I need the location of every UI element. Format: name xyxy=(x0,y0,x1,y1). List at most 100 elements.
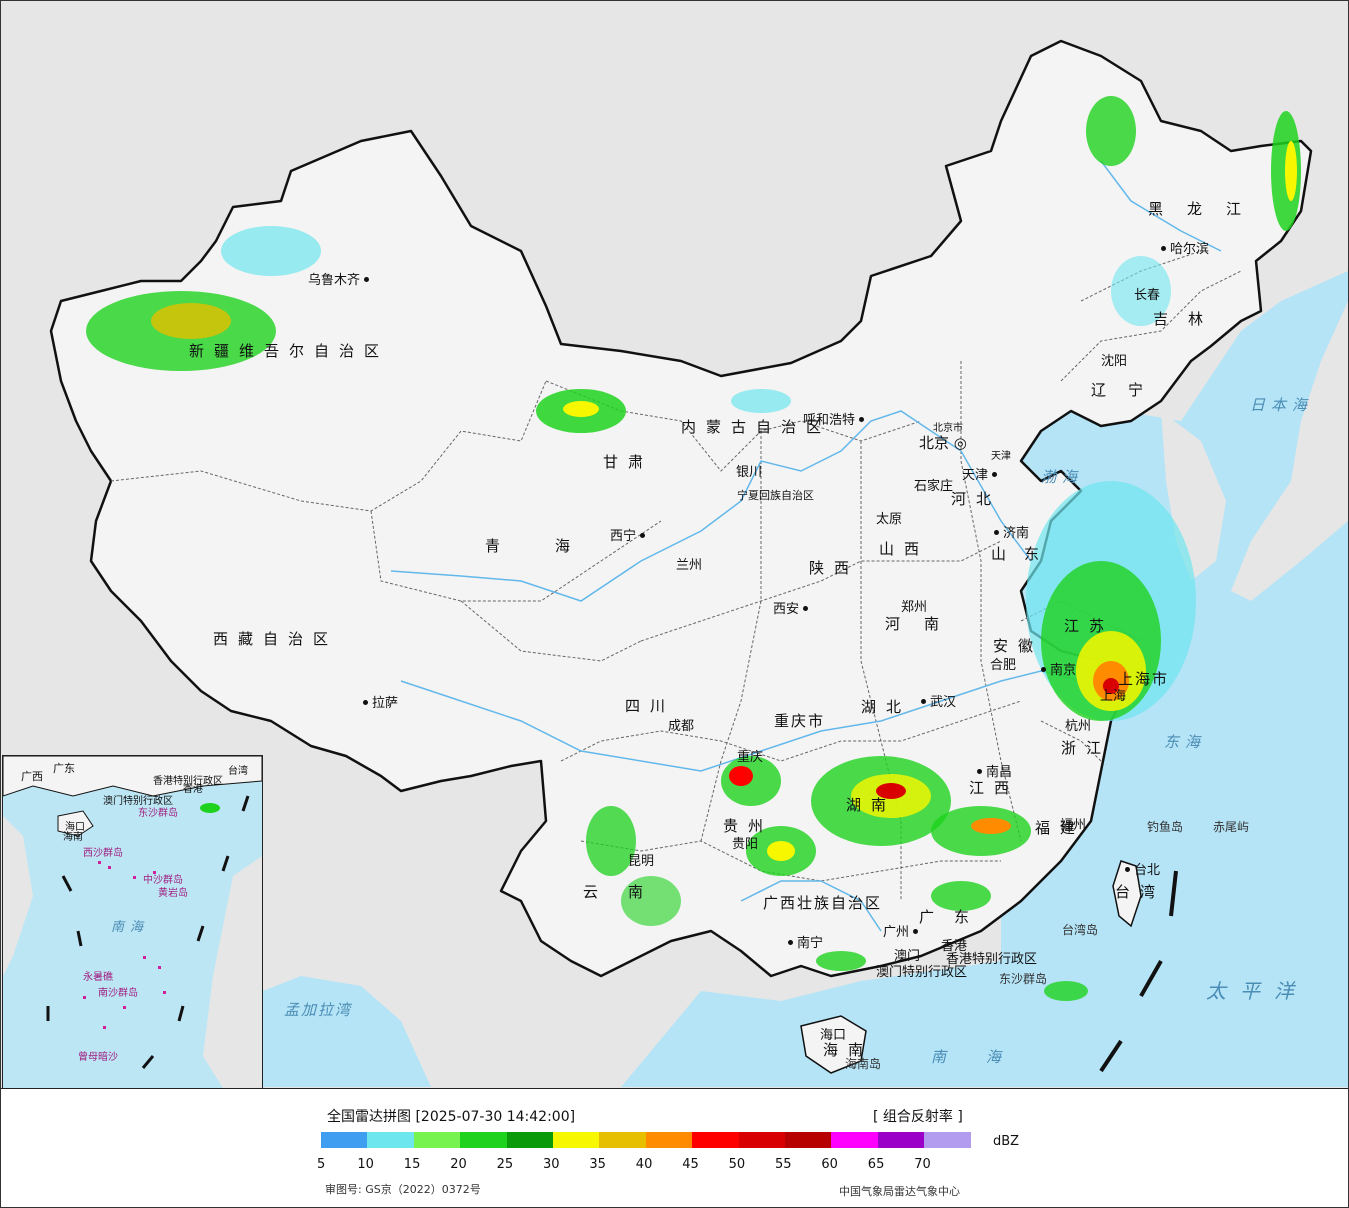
inset-label-hainan: 海南 xyxy=(63,832,83,843)
product-name: [ 组合反射率 ] xyxy=(873,1109,963,1125)
island-taiwan: 台湾岛 xyxy=(1062,923,1099,937)
inset-label-haikou: 海口 xyxy=(65,822,85,833)
province-guangdong: 广东 xyxy=(919,908,990,926)
city-taipei: 台北 xyxy=(1125,859,1160,878)
legend-swatch xyxy=(413,1132,461,1148)
city-shijiazhuang: 石家庄 xyxy=(914,479,954,494)
province-sichuan: 四川 xyxy=(625,697,676,715)
city-zhengzhou: 郑州 xyxy=(901,600,928,615)
legend-swatch xyxy=(506,1132,553,1148)
province-guizhou: 贵州 xyxy=(723,817,774,835)
legend-swatch xyxy=(460,1132,507,1148)
inset-label-nansha: 南沙群岛 xyxy=(98,988,138,999)
hainan-island xyxy=(800,1015,867,1074)
legend-tick: 50 xyxy=(728,1157,746,1172)
city-wuhan: 武汉 xyxy=(921,691,956,710)
city-lhasa: 拉萨 xyxy=(363,692,398,711)
inset-label-dongsha: 东沙群岛 xyxy=(138,808,178,819)
province-gansu: 甘肃 xyxy=(603,453,654,471)
inset-label-hk: 香港 xyxy=(183,784,203,795)
city-kunming: 昆明 xyxy=(628,854,655,869)
legend-tick: 55 xyxy=(775,1157,792,1172)
inset-label-zengmu: 曾母暗沙 xyxy=(78,1052,118,1063)
city-chengdu: 成都 xyxy=(668,719,695,734)
legend-swatch xyxy=(645,1132,693,1148)
province-henan: 河南 xyxy=(885,615,964,633)
legend-swatch xyxy=(785,1132,832,1148)
province-hunan: 湖南 xyxy=(846,796,897,814)
province-hainan: 海南 xyxy=(823,1041,874,1059)
sea-bohai: 渤海 xyxy=(1041,468,1084,486)
sea-japan: 日本海 xyxy=(1250,396,1314,414)
radar-map xyxy=(49,39,1348,1087)
city-haikou: 海口 xyxy=(820,1028,847,1043)
legend-swatch xyxy=(831,1132,878,1148)
province-chongqing: 重庆市 xyxy=(774,712,826,730)
city-guangzhou: 广州 xyxy=(883,921,922,940)
city-xian: 西安 xyxy=(773,598,812,617)
city-shanghai: 上海 xyxy=(1100,689,1127,704)
inset-label-hk-sar: 香港特别行政区 xyxy=(153,776,223,787)
province-shanghai: 上海市 xyxy=(1118,670,1170,688)
inset-map xyxy=(3,756,262,1088)
city-urumqi: 乌鲁木齐 xyxy=(308,269,373,288)
taiwan-island xyxy=(1112,860,1142,928)
province-zhejiang: 浙江 xyxy=(1061,739,1112,757)
legend-tick: 60 xyxy=(821,1157,838,1172)
inset-label-huangyan: 黄岩岛 xyxy=(158,888,188,899)
city-nanjing: 南京 xyxy=(1041,659,1076,678)
province-anhui: 安徽 xyxy=(993,637,1044,655)
sea-east-china: 东海 xyxy=(1164,733,1207,751)
maritime-boundary xyxy=(1099,870,1178,1073)
sea-bengal: 孟加拉湾 xyxy=(284,1001,353,1019)
island-diaoyu: 钓鱼岛 xyxy=(1147,820,1184,834)
province-ningxia: 宁夏回族自治区 xyxy=(737,489,814,502)
city-fuzhou: 福州 xyxy=(1060,818,1087,833)
bay-of-bengal xyxy=(263,976,431,1087)
legend-swatch xyxy=(924,1132,971,1148)
legend-tick: 10 xyxy=(357,1157,374,1172)
label-macau-sar: 澳门特别行政区 xyxy=(876,965,968,980)
inset-label-zhongsha: 中沙群岛 xyxy=(143,875,183,886)
unit-label: dBZ xyxy=(993,1134,1020,1149)
city-hangzhou: 杭州 xyxy=(1065,719,1092,734)
province-heilongjiang: 黑龙江 xyxy=(1148,200,1266,218)
city-hohhot: 呼和浩特 xyxy=(803,409,868,428)
city-harbin: 哈尔滨 xyxy=(1161,238,1209,257)
legend-swatch xyxy=(321,1132,368,1148)
legend-tick: 25 xyxy=(496,1157,514,1172)
city-shenyang: 沈阳 xyxy=(1101,354,1128,369)
legend-tick: 65 xyxy=(867,1157,885,1172)
province-fujian: 福建 xyxy=(1035,819,1086,837)
legend-tick: 45 xyxy=(682,1157,699,1172)
province-yunnan: 云南 xyxy=(583,883,674,901)
province-shandong: 山东 xyxy=(991,545,1058,563)
legend-swatch xyxy=(877,1132,925,1148)
city-hefei: 合肥 xyxy=(990,658,1017,673)
province-jilin: 吉林 xyxy=(1153,310,1224,328)
legend-swatch xyxy=(367,1132,414,1148)
province-hebei: 河北 xyxy=(951,490,1002,508)
city-nanchang: 南昌 xyxy=(977,761,1012,780)
japan-land xyxy=(1231,301,1348,601)
south-china-sea-inset: 广东 广西 台湾 香港特别行政区 澳门特别行政区 海口 海南 东沙群岛 西沙群岛… xyxy=(2,755,263,1089)
gulf-of-thailand xyxy=(691,1006,761,1087)
province-liaoning: 辽宁 xyxy=(1091,381,1166,399)
publisher: 中国气象局雷达气象中心 xyxy=(839,1185,960,1198)
approval-number: 审图号: GS京（2022）0372号 xyxy=(325,1183,481,1196)
city-macau: 澳门 xyxy=(894,949,921,964)
city-guiyang: 贵阳 xyxy=(732,837,759,852)
province-inner-mongolia: 内蒙古自治区 xyxy=(681,418,832,436)
map-title: 全国雷达拼图 [2025-07-30 14:42:00] xyxy=(327,1109,576,1125)
province-shaanxi: 陕西 xyxy=(809,559,860,577)
legend-tick: 20 xyxy=(450,1157,467,1172)
city-chongqing: 重庆 xyxy=(737,750,764,765)
sea-south-china: 南海 xyxy=(931,1048,1042,1066)
sea-pacific: 太平洋 xyxy=(1206,979,1308,1003)
legend-tick: 40 xyxy=(635,1157,653,1172)
legend-tick: 5 xyxy=(317,1157,326,1172)
legend-tick: 15 xyxy=(403,1157,421,1172)
province-qinghai: 青海 xyxy=(485,537,626,555)
province-shanxi: 山西 xyxy=(879,540,930,558)
